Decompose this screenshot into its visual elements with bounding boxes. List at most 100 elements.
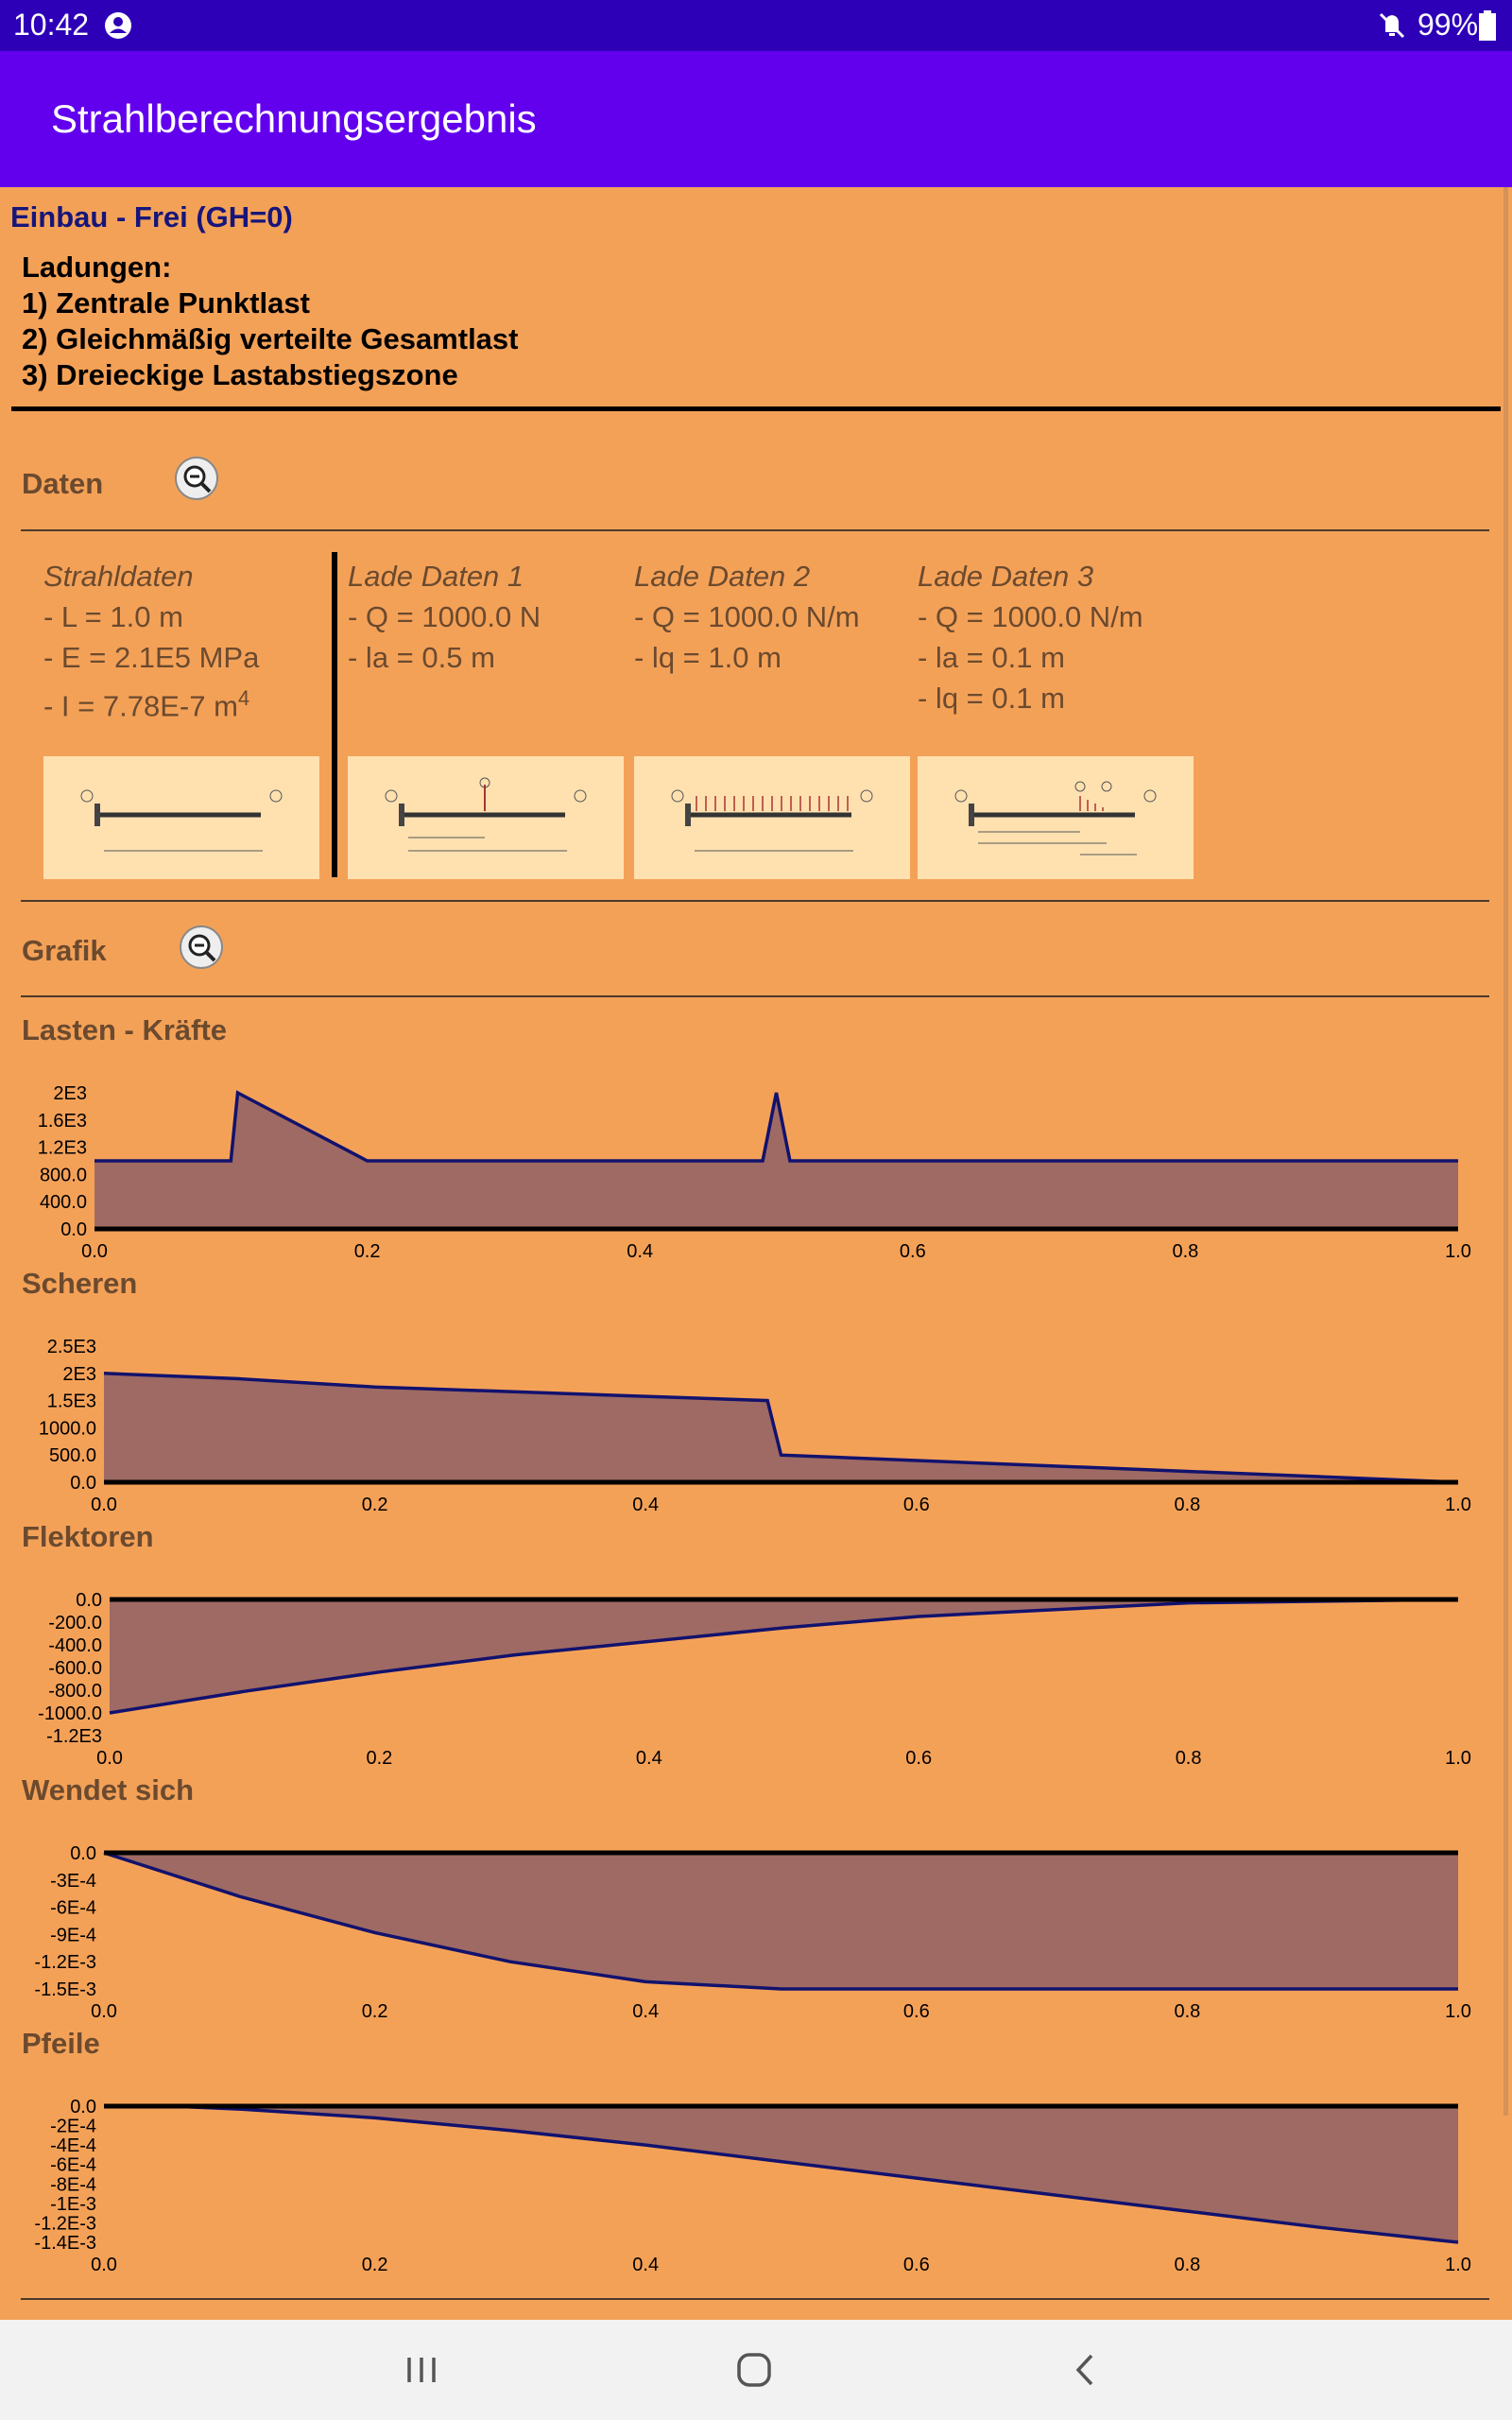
x-tick-label: 0.0 (96, 1748, 123, 1769)
x-tick-label: 0.2 (354, 1241, 381, 1262)
y-tick-label: 1.6E3 (38, 1111, 87, 1132)
chart-title-moments: Flektoren (22, 1520, 154, 1553)
load-3-diagram-thumbnail (918, 756, 1194, 879)
load-data-line: - lq = 0.1 m (918, 682, 1065, 715)
x-tick-label: 1.0 (1445, 2255, 1471, 2275)
chart-svg: 2.5E3 2E3 1.5E3 1000.0 500.0 0.00.0 0.2 0.4 0.6 0… (39, 1337, 1471, 1515)
chart-series-line (94, 1090, 1458, 1163)
load-data-1-title: Lade Daten 1 (348, 560, 524, 593)
zoom-out-button[interactable] (179, 925, 224, 970)
y-tick-label: 0.0 (70, 2097, 96, 2118)
load-data-line: - Q = 1000.0 N/m (634, 600, 860, 633)
load-data-2-column: Lade Daten 2 - Q = 1000.0 N/m - lq = 1.0… (634, 556, 860, 678)
x-tick-label: 0.8 (1174, 2001, 1200, 2022)
battery-icon (1479, 10, 1496, 41)
chart-series-line (109, 1598, 1459, 1715)
beam-data-line: - L = 1.0 m (43, 600, 183, 633)
y-tick-label: 0.0 (70, 1473, 96, 1494)
zoom-out-button[interactable] (174, 456, 219, 501)
y-tick-label: -4E-4 (50, 2135, 96, 2156)
moment-chart: 0.0 -200.0 -400.0 -600.0 -800.0 -1000.0 -1.2E3… (0, 1582, 1512, 1789)
navigation-bar (0, 2320, 1512, 2420)
x-tick-label: 1.0 (1445, 1748, 1471, 1769)
column-divider (332, 552, 337, 877)
back-icon[interactable] (1062, 2346, 1109, 2394)
chart-area (104, 1373, 1458, 1482)
load-data-line: - Q = 1000.0 N (348, 600, 541, 633)
load-data-line: - la = 0.5 m (348, 641, 495, 674)
x-tick-label: 0.0 (91, 2001, 117, 2022)
x-tick-label: 1.0 (1445, 1495, 1471, 1515)
beam-data-line: - I = 7.78E-7 m4 (43, 678, 259, 726)
y-tick-label: 500.0 (49, 1445, 96, 1466)
app-bar: Strahlberechnungsergebnis (0, 51, 1512, 187)
load-data-1-column: Lade Daten 1 - Q = 1000.0 N - la = 0.5 m (348, 556, 541, 678)
y-tick-label: 2.5E3 (47, 1337, 96, 1357)
app-title: Strahlberechnungsergebnis (51, 96, 537, 141)
divider (21, 995, 1489, 997)
beam-diagram-thumbnail (43, 756, 319, 879)
y-tick-label: -6E-4 (50, 2155, 96, 2176)
y-tick-label: 800.0 (40, 1165, 87, 1185)
x-tick-label: 0.6 (903, 2255, 930, 2275)
section-title-grafik: Grafik (22, 934, 107, 967)
x-tick-label: 0.2 (366, 1748, 392, 1769)
x-tick-label: 0.4 (636, 1748, 662, 1769)
y-tick-label: -6E-4 (50, 1898, 96, 1919)
scrollbar[interactable] (1503, 187, 1508, 2116)
load-data-3-title: Lade Daten 3 (918, 560, 1094, 593)
shear-chart: 2.5E3 2E3 1.5E3 1000.0 500.0 0.0 0.0 0.2 0.4 0.6 0… (0, 1329, 1512, 1535)
y-tick-label: 0.0 (70, 1843, 96, 1864)
x-tick-label: 0.4 (632, 2255, 659, 2275)
x-tick-label: 0.8 (1174, 2255, 1200, 2275)
chart-title-loads: Lasten - Kräfte (22, 1013, 228, 1046)
divider (21, 2298, 1489, 2300)
battery-level: 99% (1418, 8, 1479, 42)
deflection-chart: 0.0 -2E-4 -4E-4 -6E-4 -8E-4 -1E-3 -1.2E-3 -1.4E… (0, 2089, 1512, 2295)
y-tick-label: 400.0 (40, 1192, 87, 1213)
chart-series-line (104, 2104, 1459, 2244)
home-icon[interactable] (730, 2346, 778, 2394)
y-tick-label: -2E-4 (50, 2117, 96, 2137)
x-tick-label: 0.6 (903, 2001, 930, 2022)
beam-inertia-value: - I = 7.78E-7 m (43, 689, 238, 723)
chart-svg: 0.0-200.0-400.0-600.0-800.0-1000.0-1.2E3… (38, 1590, 1471, 1769)
x-tick-label: 0.6 (903, 1495, 930, 1515)
divider (21, 900, 1489, 902)
x-tick-label: 0.4 (627, 1241, 653, 1262)
load-item: 2) Gleichmäßig verteilte Gesamtlast (22, 322, 519, 355)
status-bar: 10:42 99% (0, 0, 1512, 51)
x-tick-label: 1.0 (1445, 1241, 1471, 1262)
x-tick-label: 0.0 (81, 1241, 108, 1262)
y-tick-label: -1.2E-3 (34, 1952, 96, 1973)
load-2-diagram-thumbnail (634, 756, 910, 879)
mute-icon (1379, 12, 1405, 39)
chart-area (94, 1093, 1458, 1229)
y-tick-label: -1.4E-3 (34, 2233, 96, 2254)
status-time: 10:42 (13, 8, 90, 42)
x-tick-label: 0.2 (362, 2001, 388, 2022)
x-tick-label: 0.8 (1172, 1241, 1198, 1262)
chart-area (104, 1853, 1458, 1989)
y-tick-label: -400.0 (48, 1635, 102, 1656)
load-data-line: - lq = 1.0 m (634, 641, 782, 674)
y-tick-label: 0.0 (60, 1219, 87, 1240)
y-tick-label: -1.2E3 (46, 1726, 102, 1747)
beam-inertia-exponent: 4 (237, 686, 250, 710)
x-tick-label: 0.2 (362, 1495, 388, 1515)
y-tick-label: -3E-4 (50, 1871, 96, 1892)
x-tick-label: 1.0 (1445, 2001, 1471, 2022)
load-1-diagram-thumbnail (348, 756, 624, 879)
y-tick-label: -9E-4 (50, 1925, 96, 1945)
load-data-2-title: Lade Daten 2 (634, 560, 811, 593)
y-tick-label: 1.5E3 (47, 1392, 96, 1412)
y-tick-label: -8E-4 (50, 2174, 96, 2195)
chart-area (104, 2106, 1458, 2242)
content-area[interactable]: Einbau - Frei (GH=0) Ladungen: 1) Zentra… (0, 187, 1512, 2320)
y-tick-label: -800.0 (48, 1681, 102, 1702)
recent-apps-icon[interactable] (398, 2346, 445, 2394)
rotation-chart: 0.0 -3E-4 -6E-4 -9E-4 -1.2E-3 -1.5E-3 0.0 0.2 0.… (0, 1836, 1512, 2042)
y-tick-label: 2E3 (62, 1364, 96, 1385)
load-item: 1) Zentrale Punktlast (22, 286, 310, 320)
y-tick-label: 2E3 (53, 1083, 87, 1104)
